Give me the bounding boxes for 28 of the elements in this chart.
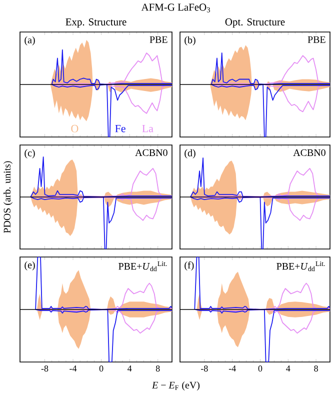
text: ACBN0 [293,149,326,156]
x-tick-label: -4 [228,366,236,372]
chart-subtitle: Exp. Structure [66,18,126,28]
x-tick-label: -8 [41,366,48,372]
text: ACBN0 [135,149,168,156]
x-tick-label: 0 [258,366,262,372]
annotation: (a) [24,36,35,46]
x-tick-label: -8 [201,366,208,372]
annotation: (c) [24,149,35,158]
x-tick-label: -4 [70,366,77,372]
x-tick-label: 8 [314,366,318,372]
annotation: (f) [184,261,194,270]
text: O [71,124,78,132]
x-tick-label: 0 [99,366,104,372]
x-tick-label: 4 [128,366,132,372]
chart-title: AFM-G LaFeO$_{3}$ [141,4,210,12]
x-axis-title: E − E$_{F}$ (eV) [152,381,200,391]
annotation: PBE [150,36,168,43]
chart-subtitle: Opt. Structure [225,18,285,28]
text: (d) [184,149,196,158]
annotation: (b) [184,36,196,46]
text: PBE [308,36,326,43]
x-tick-label: 4 [286,366,290,372]
text: La [142,124,154,132]
text: Fe [115,124,126,132]
annotation: (e) [24,261,35,270]
y-axis-title: PDOS (arb. units) [3,161,13,233]
x-tick-label: 8 [156,366,160,372]
